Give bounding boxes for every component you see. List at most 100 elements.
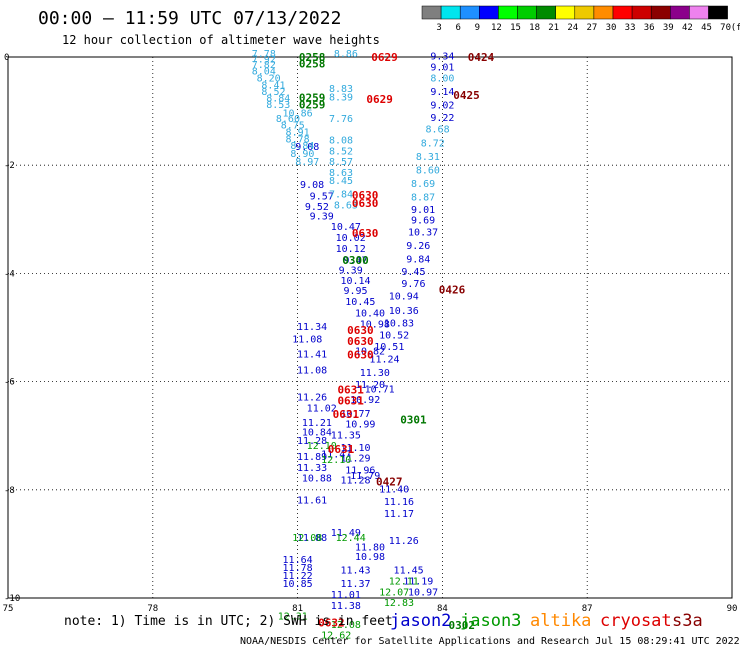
colorbar-swatch — [689, 5, 709, 20]
y-tick-label: -2 — [4, 161, 15, 171]
swh-point-jason2: 11.49 — [331, 528, 361, 539]
swh-point-jason2: 9.84 — [406, 255, 430, 266]
swh-point-jason2: 10.02 — [336, 233, 366, 244]
swh-point-jason2: 11.17 — [384, 509, 414, 520]
colorbar-label: 42 — [682, 23, 693, 33]
swh-point-jason2: 10.37 — [408, 228, 438, 239]
swh-point-jason2: 11.22 — [283, 571, 313, 582]
swh-point-cryosat: 8.20 — [257, 73, 281, 84]
pass-time-label: 0426 — [439, 284, 466, 297]
swh-point-jason2: 11.19 — [403, 576, 433, 587]
swh-point-jason2: 9.02 — [430, 100, 454, 111]
swh-point-jason2: 10.12 — [336, 244, 366, 255]
colorbar-label: 24 — [567, 23, 578, 33]
swh-point-jason2: 10.88 — [302, 474, 332, 485]
colorbar-unit: (ft) — [731, 23, 740, 33]
swh-point-jason2: 10.83 — [384, 318, 414, 329]
swh-point-jason2: 11.41 — [297, 349, 327, 360]
swh-point-jason2: 10.40 — [355, 309, 385, 320]
x-tick-label: 84 — [437, 604, 448, 614]
swh-point-jason3: 12.10 — [321, 455, 351, 466]
swh-point-cryosat: 8.53 — [266, 100, 290, 111]
colorbar-label: 15 — [510, 23, 521, 33]
swh-point-jason2: 9.69 — [411, 216, 435, 227]
plot-frame — [7, 56, 733, 599]
pass-time-label: 0301 — [400, 413, 427, 426]
colorbar-label: 27 — [586, 23, 597, 33]
swh-point-jason2: 11.16 — [384, 497, 414, 508]
colorbar-swatch — [421, 5, 442, 20]
swh-point-jason2: 9.57 — [310, 191, 334, 202]
swh-point-jason2: 9.39 — [339, 265, 363, 276]
swh-data-points: 9.349.019.149.029.229.019.6910.379.269.8… — [252, 49, 455, 642]
swh-point-cryosat: 8.68 — [426, 125, 450, 136]
swh-point-cryosat: 8.86 — [334, 49, 358, 60]
colorbar-swatch — [593, 5, 614, 20]
swh-point-cryosat: 8.69 — [411, 179, 435, 190]
swh-point-jason2: 11.10 — [340, 443, 370, 454]
swh-point-cryosat: 7.92 — [252, 54, 276, 65]
pass-time-label: 0258 — [299, 51, 326, 64]
swh-point-jason2: 9.95 — [343, 286, 367, 297]
pass-time-label: 0631 — [337, 395, 364, 408]
swh-point-cryosat: 8.45 — [329, 176, 353, 187]
swh-point-jason2: 11.21 — [302, 418, 332, 429]
pass-time-label: 0425 — [453, 89, 480, 102]
swh-point-cryosat: 8.75 — [281, 120, 305, 131]
swh-point-jason2: 11.35 — [331, 430, 361, 441]
swh-point-cryosat: 8.60 — [416, 165, 440, 176]
pass-time-label: 0629 — [366, 93, 393, 106]
swh-point-cryosat: 8.78 — [286, 134, 310, 145]
colorbar-label: 3 — [436, 23, 441, 33]
swh-point-cryosat: 8.97 — [295, 157, 319, 168]
swh-point-cryosat: 8.72 — [421, 138, 445, 149]
legend-jason3: jason3 — [460, 611, 521, 631]
swh-point-jason2: 11.29 — [340, 454, 370, 465]
y-tick-label: 0 — [4, 53, 9, 63]
legend-altika: altika — [530, 611, 591, 631]
colorbar-label: 18 — [529, 23, 540, 33]
swh-point-jason2: 10.52 — [379, 330, 409, 341]
pass-time-label: 0631 — [333, 408, 360, 421]
swh-point-jason2: 10.94 — [389, 291, 419, 302]
swh-point-jason2: 11.26 — [389, 536, 419, 547]
satellite-legend: jason2 jason3 altika cryosat s3a — [390, 611, 703, 631]
legend-cryosat: cryosat — [600, 611, 672, 631]
colorbar-label: 12 — [491, 23, 502, 33]
swh-point-cryosat: 8.00 — [430, 73, 454, 84]
colorbar-label: 70 — [720, 23, 731, 33]
swh-point-jason2: 10.84 — [302, 428, 332, 439]
x-tick-label: 87 — [582, 604, 593, 614]
y-tick-label: -8 — [4, 486, 15, 496]
colorbar-swatch — [479, 5, 499, 20]
pass-time-label: 0258 — [299, 57, 326, 70]
swh-point-cryosat: 8.31 — [416, 152, 440, 163]
swh-point-cryosat: 8.63 — [329, 168, 353, 179]
y-tick-label: -6 — [4, 378, 15, 388]
y-tick-label: -10 — [4, 594, 20, 604]
swh-point-jason3: 12.31 — [278, 612, 308, 623]
colorbar-label: 36 — [644, 23, 655, 33]
colorbar-swatch — [459, 5, 480, 20]
swh-point-cryosat: 8.63 — [334, 200, 358, 211]
swh-point-jason2: 11.47 — [321, 449, 351, 460]
swh-point-jason2: 10.45 — [345, 297, 375, 308]
pass-time-label: 0631 — [337, 384, 364, 397]
pass-time-label: 0259 — [299, 99, 326, 112]
chart-title: 00:00 – 11:59 UTC 07/13/2022 — [38, 8, 341, 29]
colorbar-swatch — [517, 5, 537, 20]
swh-point-jason2: 10.14 — [340, 276, 370, 287]
swh-point-jason2: 11.61 — [297, 495, 327, 506]
pass-time-label: 0302 — [448, 619, 475, 632]
swh-point-jason2: 11.89 — [297, 452, 327, 463]
colorbar-swatch — [555, 5, 576, 20]
colorbar-swatch — [440, 5, 461, 20]
swh-point-jason3: 12.08 — [331, 620, 361, 631]
pass-time-label: 0630 — [347, 324, 374, 337]
swh-point-jason2: 10.77 — [340, 409, 370, 420]
swh-point-jason2: 11.28 — [340, 475, 370, 486]
colorbar-swatch — [498, 5, 518, 20]
swh-point-jason2: 11.96 — [345, 466, 375, 477]
